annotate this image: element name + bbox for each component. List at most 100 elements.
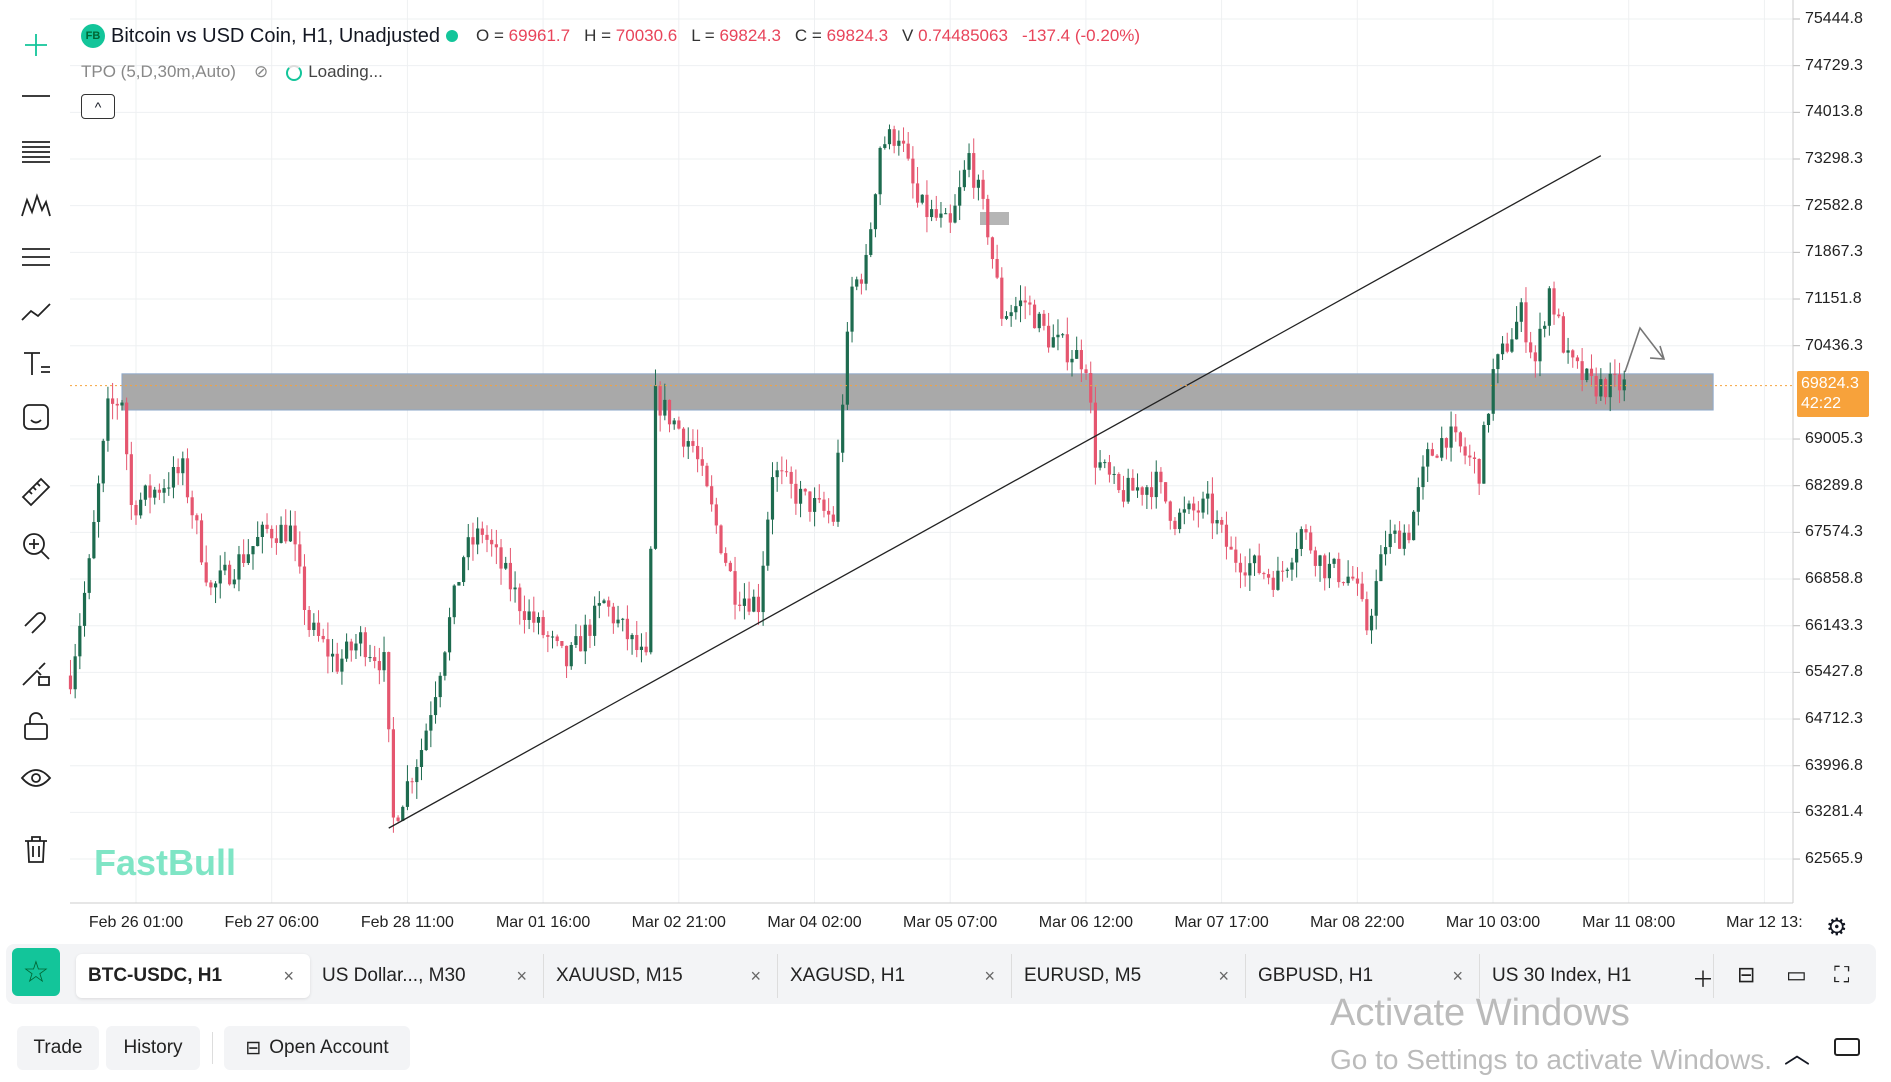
history-button[interactable]: History bbox=[106, 1026, 200, 1070]
window-icon[interactable]: ▭ bbox=[1786, 962, 1807, 987]
unlock-icon[interactable] bbox=[14, 706, 58, 746]
trash-icon[interactable] bbox=[14, 829, 58, 869]
candle-down bbox=[911, 158, 915, 184]
candle-down bbox=[199, 520, 204, 563]
chart-settings-icon[interactable]: ⚙ bbox=[1826, 914, 1848, 941]
candle-up bbox=[382, 652, 386, 671]
trend-icon[interactable] bbox=[14, 291, 58, 331]
close-tab-icon[interactable]: × bbox=[1218, 965, 1229, 986]
date-axis-label: Mar 12 13: bbox=[1726, 914, 1803, 931]
candle-up bbox=[504, 562, 508, 569]
panel-window-icon[interactable] bbox=[1834, 1038, 1860, 1056]
tab-1[interactable]: US Dollar..., M30 × bbox=[310, 954, 544, 998]
candle-down bbox=[588, 624, 592, 636]
tab-3[interactable]: XAGUSD, H1 × bbox=[778, 954, 1012, 998]
text-icon[interactable] bbox=[14, 344, 58, 384]
candle-up bbox=[1538, 328, 1542, 362]
candle-up bbox=[583, 624, 587, 652]
candle-down bbox=[242, 554, 246, 564]
candle-up bbox=[878, 147, 882, 195]
tab-5[interactable]: GBPUSD, H1 × bbox=[1246, 954, 1480, 998]
favorites-button[interactable]: ☆ bbox=[12, 948, 60, 996]
hide-eye-icon[interactable]: ⊘ bbox=[253, 62, 269, 81]
candle-up bbox=[82, 592, 87, 626]
candle-down bbox=[1323, 555, 1327, 579]
open-account-button[interactable]: ⊟ Open Account bbox=[224, 1026, 410, 1070]
candle-up bbox=[1004, 316, 1009, 319]
candle-up bbox=[1388, 533, 1392, 548]
candle-up bbox=[1585, 368, 1589, 380]
pattern-icon[interactable] bbox=[14, 185, 58, 225]
candle-up bbox=[171, 466, 176, 488]
candle-down bbox=[607, 600, 611, 607]
add-tab-icon[interactable]: ＋ bbox=[1692, 967, 1715, 992]
tab-4[interactable]: EURUSD, M5 × bbox=[1012, 954, 1246, 998]
candle-up bbox=[1061, 334, 1065, 336]
emoji-icon[interactable] bbox=[14, 397, 58, 437]
candle-down bbox=[125, 402, 129, 455]
price-chart[interactable] bbox=[0, 0, 1891, 940]
candle-down bbox=[1047, 325, 1051, 348]
zoom-in-icon[interactable] bbox=[14, 526, 58, 566]
candle-down bbox=[335, 653, 339, 672]
indicator-name[interactable]: TPO (5,D,30m,Auto) bbox=[81, 62, 236, 81]
candle-down bbox=[298, 544, 302, 567]
close-tab-icon[interactable]: × bbox=[516, 965, 527, 986]
candle-down bbox=[1468, 455, 1472, 458]
candle-down bbox=[1042, 313, 1046, 326]
channel-icon[interactable] bbox=[14, 237, 58, 277]
candle-down bbox=[499, 547, 503, 569]
magnet-icon[interactable] bbox=[14, 597, 58, 637]
candle-up bbox=[1510, 339, 1514, 352]
candle-down bbox=[1107, 462, 1112, 475]
fullscreen-icon[interactable]: ⛶ bbox=[1834, 962, 1850, 987]
arrow-drawing bbox=[1624, 326, 1666, 373]
tab-2[interactable]: XAUUSD, M15 × bbox=[544, 954, 778, 998]
candle-down bbox=[1337, 558, 1341, 583]
collapse-legend-button[interactable]: ^ bbox=[81, 94, 115, 119]
star-icon: ☆ bbox=[22, 955, 50, 989]
expand-panel-icon[interactable]: ︿ bbox=[1784, 1039, 1811, 1069]
support-zone bbox=[121, 373, 1714, 411]
candle-up bbox=[770, 477, 775, 520]
open-value: 69961.7 bbox=[508, 26, 571, 45]
candle-up bbox=[1070, 358, 1074, 363]
candle-down bbox=[1271, 577, 1275, 590]
tab-6[interactable]: US 30 Index, H1 bbox=[1480, 954, 1714, 998]
candle-down bbox=[733, 571, 737, 605]
candle-down bbox=[1084, 369, 1088, 374]
close-tab-icon[interactable]: × bbox=[750, 965, 761, 986]
candle-up bbox=[429, 715, 433, 731]
lock-drawing-icon[interactable] bbox=[14, 652, 58, 692]
small-zone-marker bbox=[980, 212, 1009, 225]
candle-up bbox=[930, 209, 934, 218]
candle-down bbox=[756, 596, 761, 613]
fib-lines-icon[interactable] bbox=[14, 131, 58, 171]
candle-down bbox=[700, 459, 704, 466]
eye-icon[interactable] bbox=[14, 758, 58, 798]
trade-button[interactable]: Trade bbox=[17, 1026, 99, 1070]
close-tab-icon[interactable]: × bbox=[283, 965, 294, 986]
candle-down bbox=[396, 817, 400, 821]
candle-down bbox=[1210, 493, 1214, 524]
close-tab-icon[interactable]: × bbox=[984, 965, 995, 986]
candle-up bbox=[1290, 562, 1294, 570]
candle-up bbox=[1056, 334, 1060, 338]
candle-down bbox=[373, 657, 377, 662]
layout-icon[interactable]: ⊟ bbox=[1737, 962, 1756, 987]
candle-down bbox=[564, 645, 569, 667]
symbol-title[interactable]: Bitcoin vs USD Coin, H1, Unadjusted bbox=[111, 24, 441, 47]
candle-down bbox=[934, 209, 938, 218]
crosshair-icon[interactable] bbox=[14, 25, 58, 65]
candle-up bbox=[1215, 520, 1219, 524]
volume-label: V bbox=[902, 26, 914, 45]
high-label: H = bbox=[584, 26, 612, 45]
candle-down bbox=[387, 652, 391, 730]
close-tab-icon[interactable]: × bbox=[1452, 965, 1463, 986]
account-icon: ⊟ bbox=[245, 1037, 262, 1059]
horizontal-line-icon[interactable] bbox=[14, 76, 58, 116]
candle-down bbox=[1220, 520, 1224, 525]
candle-up bbox=[73, 656, 77, 690]
tab-0[interactable]: BTC-USDC, H1 × bbox=[76, 954, 310, 998]
ruler-icon[interactable] bbox=[14, 472, 58, 512]
